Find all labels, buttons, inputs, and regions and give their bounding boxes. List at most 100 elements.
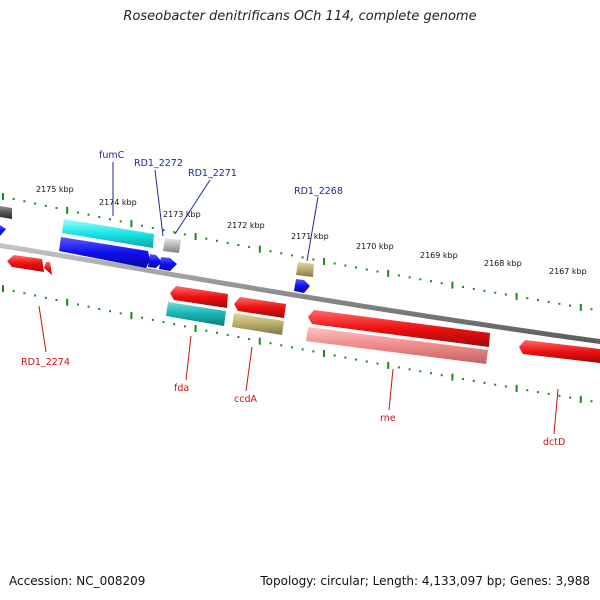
minor-tick	[483, 289, 486, 292]
minor-tick	[44, 204, 47, 207]
leader-line	[388, 368, 394, 411]
minor-tick	[12, 289, 15, 292]
minor-tick	[494, 291, 497, 294]
gene-label-rne[interactable]: rne	[380, 413, 396, 424]
major-tick	[66, 298, 69, 306]
minor-tick	[419, 370, 422, 373]
major-tick	[515, 384, 518, 392]
major-tick	[130, 312, 133, 320]
kbp-label: 2171 kbp	[291, 232, 329, 241]
major-tick	[451, 373, 454, 381]
minor-tick	[269, 342, 272, 345]
major-tick	[451, 281, 454, 289]
gene-feature	[294, 279, 310, 293]
minor-tick	[55, 207, 58, 209]
leader-line	[38, 305, 47, 353]
kbp-label: 2174 kbp	[99, 198, 137, 207]
minor-tick	[280, 252, 283, 255]
reverse-features	[7, 255, 600, 364]
minor-tick	[547, 300, 550, 303]
minor-tick	[173, 323, 176, 326]
minor-tick	[226, 333, 229, 336]
minor-tick	[237, 336, 240, 338]
kbp-label: 2168 kbp	[484, 259, 522, 268]
gene-label-rd1-2272[interactable]: RD1_2272	[134, 158, 183, 169]
minor-tick	[333, 262, 336, 265]
major-tick	[130, 220, 133, 228]
minor-tick	[87, 305, 90, 308]
minor-tick	[151, 226, 154, 229]
minor-tick	[472, 379, 475, 382]
gene-feature	[59, 237, 150, 268]
gene-label-rd1-2268[interactable]: RD1_2268	[294, 186, 343, 197]
outer-scale-ring	[2, 193, 593, 311]
minor-tick	[87, 213, 90, 216]
gene-feature	[234, 297, 286, 318]
gene-feature	[232, 313, 284, 335]
kbp-labels: 2175 kbp 2174 kbp 2173 kbp 2172 kbp 2171…	[36, 185, 587, 276]
gene-label-dctd[interactable]: dctD	[543, 437, 565, 448]
minor-tick	[430, 372, 432, 375]
minor-tick	[12, 197, 15, 200]
minor-tick	[504, 385, 507, 388]
minor-tick	[248, 246, 251, 249]
minor-tick	[430, 280, 432, 283]
minor-tick	[344, 356, 347, 359]
minor-tick	[248, 338, 251, 341]
minor-tick	[216, 239, 218, 242]
gene-label-ccda[interactable]: ccdA	[234, 394, 257, 405]
leader-line	[553, 388, 559, 435]
major-tick	[579, 395, 582, 403]
minor-tick	[290, 346, 293, 349]
major-tick	[258, 337, 261, 345]
minor-tick	[109, 310, 111, 313]
major-tick	[2, 285, 4, 293]
minor-tick	[34, 294, 37, 297]
kbp-label: 2175 kbp	[36, 185, 74, 194]
minor-tick	[569, 396, 572, 399]
minor-tick	[408, 368, 411, 371]
gene-feature	[308, 310, 490, 347]
minor-tick	[312, 258, 315, 261]
major-tick	[194, 233, 197, 240]
minor-tick	[472, 287, 475, 290]
minor-tick	[494, 383, 497, 386]
gene-feature	[7, 255, 44, 272]
minor-tick	[34, 202, 37, 205]
minor-tick	[269, 250, 272, 253]
minor-tick	[365, 360, 368, 363]
minor-tick	[290, 254, 293, 257]
minor-tick	[109, 218, 111, 221]
kbp-label: 2170 kbp	[356, 242, 394, 251]
gene-feature	[159, 257, 177, 271]
minor-tick	[98, 308, 101, 310]
gene-label-rd1-2271[interactable]: RD1_2271	[188, 168, 237, 179]
kbp-label: 2173 kbp	[163, 210, 201, 219]
minor-tick	[44, 296, 47, 299]
minor-tick	[141, 316, 144, 319]
minor-tick	[23, 292, 26, 295]
gene-label-rd1-2274[interactable]: RD1_2274	[21, 357, 70, 368]
minor-tick	[419, 278, 422, 281]
minor-tick	[183, 325, 186, 328]
minor-tick	[333, 354, 336, 357]
minor-tick	[76, 303, 79, 306]
minor-tick	[301, 348, 304, 351]
minor-tick	[462, 286, 465, 288]
gene-label-fda[interactable]: fda	[174, 383, 189, 394]
forward-features	[0, 206, 314, 293]
minor-tick	[205, 329, 208, 332]
minor-tick	[226, 241, 229, 244]
gene-feature	[296, 262, 314, 277]
gene-label-fumc[interactable]: fumC	[99, 150, 125, 161]
kbp-label: 2167 kbp	[549, 267, 587, 276]
major-tick	[387, 269, 390, 277]
leader-line	[154, 169, 164, 237]
minor-tick	[23, 200, 26, 203]
major-tick	[66, 206, 69, 214]
major-tick	[258, 245, 261, 253]
minor-tick	[355, 358, 358, 361]
gene-feature	[170, 286, 228, 308]
gene-feature	[148, 254, 162, 268]
minor-tick	[344, 264, 347, 267]
